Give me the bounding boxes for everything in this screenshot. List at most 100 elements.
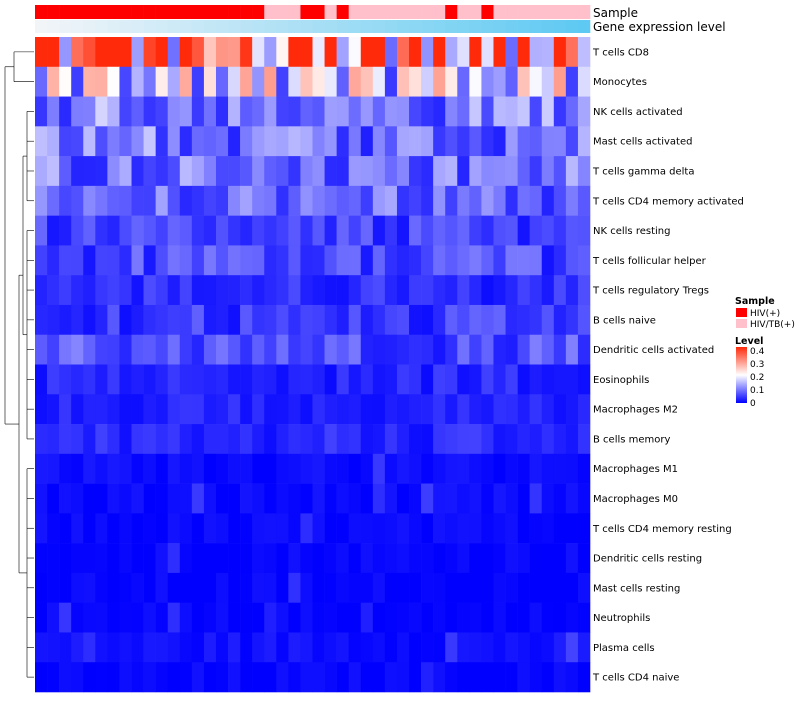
heatmap-cell	[276, 275, 289, 306]
heatmap-cell	[469, 156, 482, 187]
heatmap-cell	[433, 334, 446, 365]
heatmap-cell	[83, 424, 96, 455]
heatmap-cell	[481, 572, 494, 603]
heatmap-cell	[131, 424, 144, 455]
heatmap-cell	[179, 66, 193, 97]
heatmap-cell	[119, 602, 132, 633]
heatmap-cell	[324, 662, 337, 693]
heatmap-cell	[264, 364, 277, 395]
heatmap-cell	[47, 37, 60, 68]
heatmap-cell	[396, 513, 410, 544]
heatmap-cell	[264, 156, 277, 187]
heatmap-cell	[421, 513, 434, 544]
heatmap-cell	[71, 424, 84, 455]
heatmap-cell	[35, 394, 48, 425]
heatmap-cell	[71, 602, 84, 633]
heatmap-cell	[300, 572, 313, 603]
heatmap-cell	[107, 543, 120, 574]
heatmap-cell	[300, 513, 313, 544]
annotation-cell-expression	[264, 20, 277, 33]
heatmap-cell	[252, 424, 265, 455]
heatmap-cell	[348, 126, 362, 157]
heatmap-cell	[143, 662, 156, 693]
heatmap-cell	[252, 126, 265, 157]
heatmap-cell	[215, 245, 229, 276]
heatmap-cell	[409, 483, 422, 514]
heatmap-cell	[47, 245, 60, 276]
heatmap-cell	[47, 304, 60, 336]
heatmap-cell	[83, 156, 96, 187]
heatmap-cell	[324, 37, 337, 68]
heatmap-cell	[252, 543, 265, 574]
heatmap-cell	[131, 275, 144, 306]
heatmap-cell	[312, 156, 325, 187]
heatmap-cell	[421, 453, 434, 484]
heatmap-cell	[517, 37, 530, 68]
heatmap-cell	[191, 275, 205, 306]
heatmap-cell	[312, 572, 325, 603]
heatmap-cell	[252, 275, 265, 306]
legend-label-hiv-tb: HIV/TB(+)	[750, 320, 795, 330]
heatmap-cell	[541, 453, 555, 484]
heatmap-cell	[83, 394, 96, 425]
heatmap-cell	[336, 275, 349, 306]
heatmap-cell	[577, 245, 591, 276]
heatmap-cell	[71, 394, 84, 425]
heatmap-cell	[312, 632, 325, 663]
heatmap-cell	[35, 245, 48, 276]
heatmap-cell	[529, 662, 543, 693]
heatmap-cell	[240, 304, 253, 336]
heatmap-cell	[47, 513, 60, 544]
heatmap-cell	[179, 245, 193, 276]
heatmap-cell	[167, 513, 181, 544]
heatmap-cell	[228, 96, 241, 127]
heatmap-cell	[324, 602, 337, 633]
heatmap-cell	[215, 453, 229, 484]
heatmap-cell	[348, 543, 362, 574]
annotation-cell-sample	[324, 5, 337, 19]
heatmap-cell	[565, 334, 579, 365]
heatmap-cell	[312, 275, 325, 306]
heatmap-cell	[348, 632, 362, 663]
heatmap-cell	[59, 334, 72, 365]
heatmap-cell	[396, 394, 410, 425]
heatmap-cell	[517, 185, 530, 216]
heatmap-cell	[553, 126, 567, 157]
heatmap-cell	[529, 483, 543, 514]
heatmap-cell	[155, 37, 169, 68]
heatmap-cell	[191, 424, 205, 455]
heatmap-cell	[421, 572, 434, 603]
heatmap-cell	[372, 215, 386, 246]
heatmap-cell	[457, 364, 470, 395]
heatmap-cell	[300, 215, 313, 246]
heatmap-cell	[35, 304, 48, 336]
heatmap-cell	[119, 275, 132, 306]
heatmap-cell	[565, 662, 579, 693]
heatmap-cell	[59, 185, 72, 216]
heatmap-cell	[445, 394, 458, 425]
heatmap-cell	[469, 543, 482, 574]
heatmap-cell	[529, 96, 543, 127]
heatmap-cell	[517, 364, 530, 395]
row-label: T cells CD4 memory resting	[592, 524, 732, 535]
heatmap-cell	[252, 37, 265, 68]
heatmap-cell	[565, 66, 579, 97]
heatmap-cell	[252, 66, 265, 97]
heatmap-cell	[71, 364, 84, 395]
heatmap-cell	[107, 364, 120, 395]
heatmap-cell	[191, 513, 205, 544]
heatmap-cell	[276, 632, 289, 663]
heatmap-cell	[119, 37, 132, 68]
heatmap-cell	[35, 513, 48, 544]
annotation-cell-sample	[59, 5, 72, 19]
heatmap-cell	[493, 572, 506, 603]
heatmap-cell	[541, 424, 555, 455]
legend-tick-0-4: 0.4	[750, 347, 765, 357]
heatmap-cell	[360, 185, 374, 216]
annotation-cell-sample	[469, 5, 482, 19]
heatmap-cell	[95, 572, 108, 603]
heatmap-cell	[71, 543, 84, 574]
heatmap-cell	[421, 632, 434, 663]
heatmap-cell	[276, 37, 289, 68]
heatmap-cell	[95, 334, 108, 365]
